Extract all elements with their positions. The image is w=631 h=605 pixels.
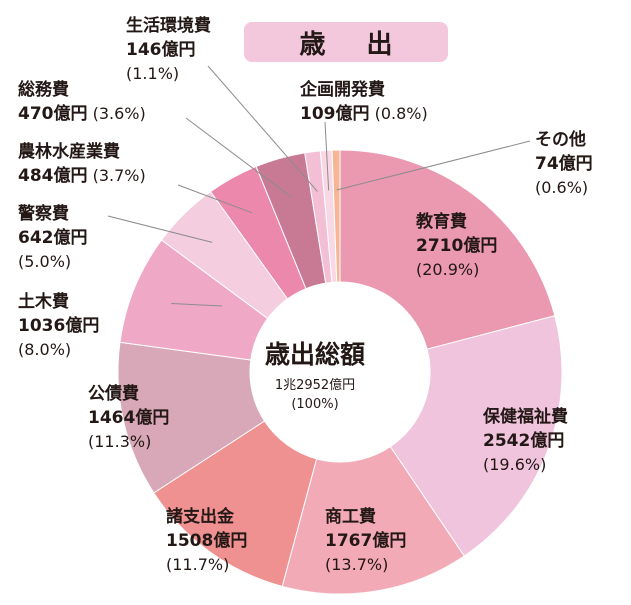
slice-group bbox=[117, 149, 563, 595]
leader-planning bbox=[324, 121, 330, 191]
label-agri: 農林水産業費 484億円 (3.7%) bbox=[18, 142, 146, 186]
leader-other bbox=[336, 140, 531, 191]
center-total: 1兆2952億円 (100%) bbox=[240, 376, 390, 414]
label-welfare: 保健福祉費 2542億円 (19.6%) bbox=[483, 407, 568, 474]
leader-general bbox=[185, 117, 292, 198]
label-civil: 土木費 1036億円 (8.0%) bbox=[18, 292, 100, 359]
slice-commerce bbox=[281, 445, 465, 595]
label-planning: 企画開発費 109億円 (0.8%) bbox=[300, 80, 428, 124]
label-living: 生活環境費 146億円 (1.1%) bbox=[126, 16, 211, 83]
leader-lines bbox=[107, 65, 531, 307]
chart-title: 歳 出 bbox=[244, 22, 448, 62]
center-title: 歳出総額 bbox=[264, 340, 365, 369]
center-total-value: 1兆2952億円 bbox=[274, 378, 356, 393]
label-debt: 公債費 1464億円 (11.3%) bbox=[88, 384, 170, 451]
slice-disbursement bbox=[153, 420, 318, 587]
center-total-percent: (100%) bbox=[291, 397, 339, 412]
leader-civil bbox=[171, 303, 223, 307]
leader-police bbox=[107, 215, 213, 243]
label-general: 総務費 470億円 (3.6%) bbox=[18, 80, 146, 124]
label-commerce: 商工費 1767億円 (13.7%) bbox=[325, 507, 407, 574]
label-disbursement: 諸支出金 1508億円 (11.7%) bbox=[166, 507, 248, 574]
slice-other bbox=[331, 149, 341, 283]
label-education: 教育費 2710億円 (20.9%) bbox=[416, 212, 498, 279]
slice-welfare bbox=[389, 315, 563, 557]
label-other: その他 74億円 (0.6%) bbox=[535, 130, 593, 197]
label-police: 警察費 642億円 (5.0%) bbox=[18, 204, 88, 271]
slice-education bbox=[339, 149, 556, 350]
leader-agri bbox=[177, 184, 253, 214]
leader-living bbox=[207, 65, 318, 192]
